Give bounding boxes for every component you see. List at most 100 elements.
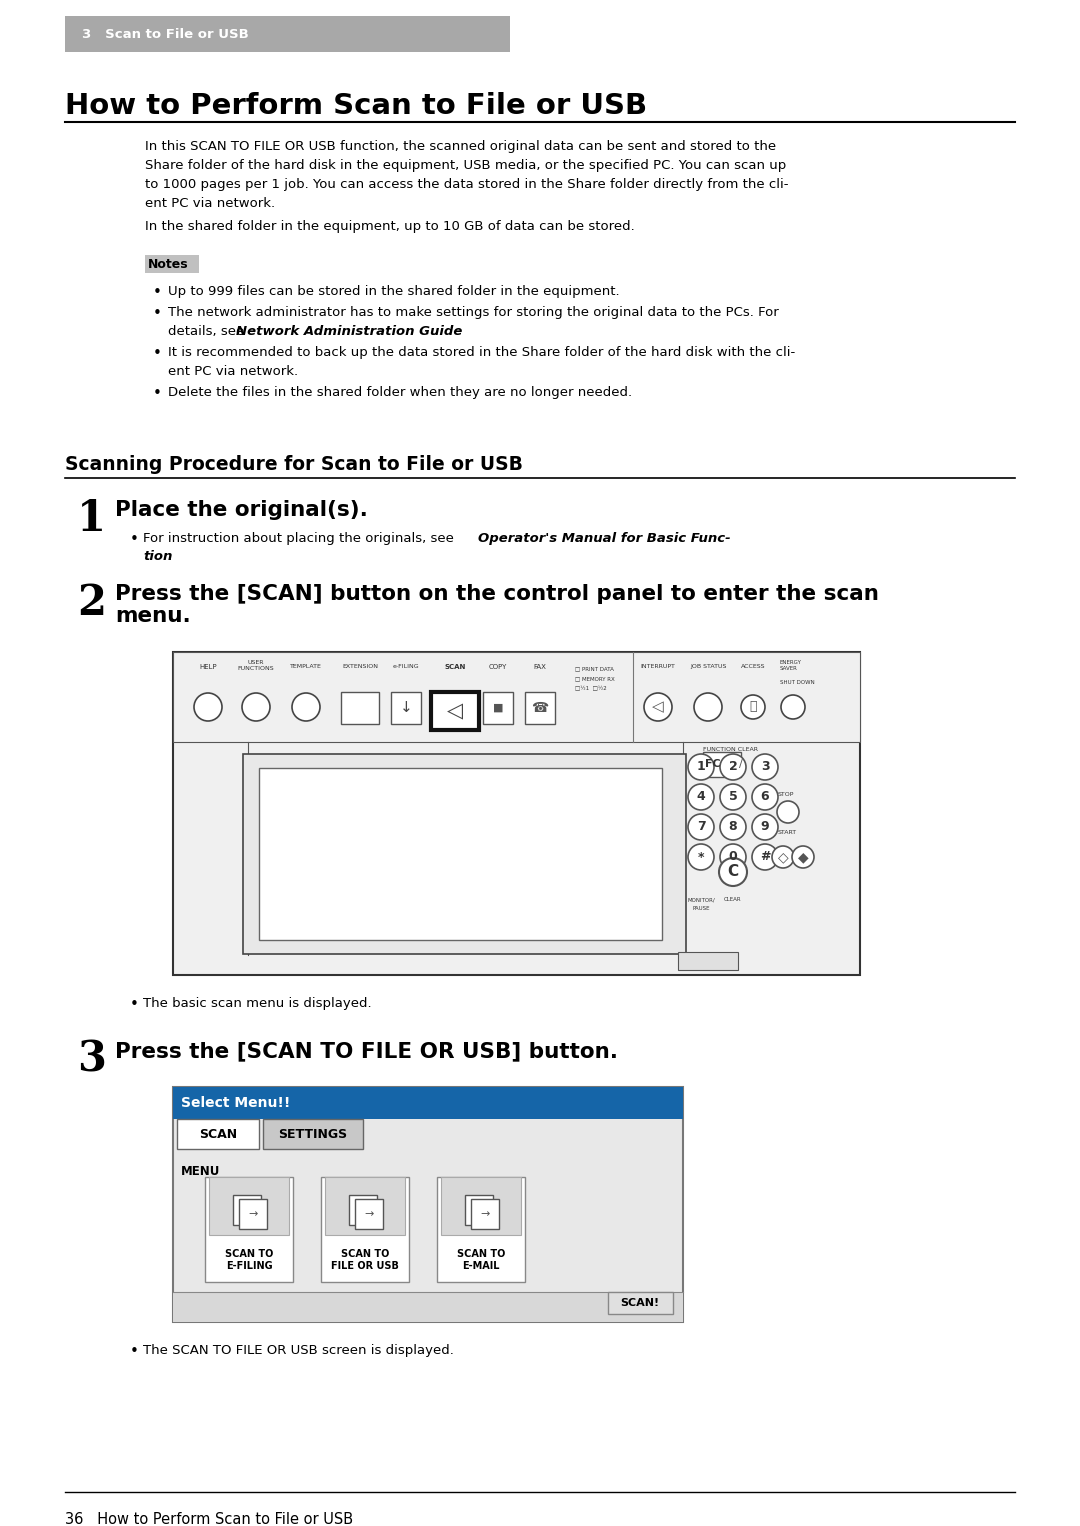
Text: •: • xyxy=(130,533,139,546)
Bar xyxy=(173,1293,683,1322)
Circle shape xyxy=(720,844,746,870)
Text: .: . xyxy=(168,549,172,563)
Bar xyxy=(437,1177,525,1282)
Circle shape xyxy=(694,693,723,720)
Text: SETTINGS: SETTINGS xyxy=(279,1128,348,1140)
Text: 36   How to Perform Scan to File or USB: 36 How to Perform Scan to File or USB xyxy=(65,1512,353,1526)
Text: The SCAN TO FILE OR USB screen is displayed.: The SCAN TO FILE OR USB screen is displa… xyxy=(143,1344,454,1357)
Bar xyxy=(173,652,860,742)
Text: STOP: STOP xyxy=(778,792,795,797)
Bar xyxy=(465,1195,492,1225)
Text: Press the [SCAN] button on the control panel to enter the scan: Press the [SCAN] button on the control p… xyxy=(114,584,879,604)
Text: FUNCTION CLEAR: FUNCTION CLEAR xyxy=(703,748,758,752)
Text: HELP: HELP xyxy=(199,664,217,670)
Text: TEMPLATE: TEMPLATE xyxy=(291,664,322,668)
Bar xyxy=(259,768,662,940)
Text: ■: ■ xyxy=(492,703,503,713)
Text: E-FILING: E-FILING xyxy=(226,1260,272,1271)
Text: •: • xyxy=(153,307,162,320)
Circle shape xyxy=(720,813,746,839)
Text: ◆: ◆ xyxy=(798,850,808,864)
Text: For instruction about placing the originals, see: For instruction about placing the origin… xyxy=(143,533,458,545)
Bar xyxy=(483,691,513,723)
Text: It is recommended to back up the data stored in the Share folder of the hard dis: It is recommended to back up the data st… xyxy=(168,346,795,359)
Text: tion: tion xyxy=(143,549,173,563)
Text: SCAN TO: SCAN TO xyxy=(225,1248,273,1259)
Text: •: • xyxy=(130,996,139,1012)
Bar xyxy=(525,691,555,723)
Circle shape xyxy=(792,845,814,868)
Text: 6: 6 xyxy=(760,790,769,804)
Text: Press the [SCAN TO FILE OR USB] button.: Press the [SCAN TO FILE OR USB] button. xyxy=(114,1041,618,1061)
Bar xyxy=(349,1195,377,1225)
Circle shape xyxy=(194,693,222,720)
Text: □ PRINT DATA: □ PRINT DATA xyxy=(575,665,613,671)
Circle shape xyxy=(772,845,794,868)
Bar xyxy=(210,1177,289,1235)
Bar xyxy=(173,1087,683,1119)
Circle shape xyxy=(242,693,270,720)
Circle shape xyxy=(292,693,320,720)
Bar xyxy=(678,952,738,971)
Text: Select Menu!!: Select Menu!! xyxy=(181,1096,291,1109)
Bar xyxy=(145,255,199,273)
Bar xyxy=(321,1177,409,1282)
Text: 8: 8 xyxy=(729,821,738,833)
Circle shape xyxy=(781,694,805,719)
Bar xyxy=(65,15,510,52)
Circle shape xyxy=(777,801,799,823)
Text: Delete the files in the shared folder when they are no longer needed.: Delete the files in the shared folder wh… xyxy=(168,386,632,398)
Text: PAUSE: PAUSE xyxy=(692,906,710,911)
Text: 1: 1 xyxy=(77,497,106,540)
Text: □½1  □½2: □½1 □½2 xyxy=(575,687,607,691)
Circle shape xyxy=(752,784,778,810)
Text: Scanning Procedure for Scan to File or USB: Scanning Procedure for Scan to File or U… xyxy=(65,455,523,475)
Text: 2: 2 xyxy=(77,581,106,624)
Text: →: → xyxy=(481,1209,489,1219)
Text: #: # xyxy=(759,850,770,864)
Circle shape xyxy=(688,754,714,780)
Circle shape xyxy=(688,784,714,810)
Text: FILE OR USB: FILE OR USB xyxy=(332,1260,399,1271)
Bar xyxy=(355,1199,383,1228)
Text: USER
FUNCTIONS: USER FUNCTIONS xyxy=(238,661,274,671)
Text: 3: 3 xyxy=(760,760,769,774)
Text: ent PC via network.: ent PC via network. xyxy=(145,197,275,211)
Bar xyxy=(264,1119,363,1149)
Bar xyxy=(173,652,860,975)
Text: E-MAIL: E-MAIL xyxy=(462,1260,500,1271)
Circle shape xyxy=(688,813,714,839)
Text: /: / xyxy=(739,758,743,769)
Bar xyxy=(441,1177,521,1235)
Text: CLEAR: CLEAR xyxy=(725,897,742,902)
Text: ent PC via network.: ent PC via network. xyxy=(168,365,298,378)
Bar xyxy=(431,691,480,729)
Text: details, see: details, see xyxy=(168,325,248,337)
Text: 3: 3 xyxy=(77,1039,106,1080)
Text: INTERRUPT: INTERRUPT xyxy=(640,664,675,668)
Text: •: • xyxy=(153,346,162,362)
Text: 7: 7 xyxy=(697,821,705,833)
Bar xyxy=(608,1293,673,1314)
Text: MENU: MENU xyxy=(181,1164,220,1178)
Circle shape xyxy=(719,858,747,887)
Circle shape xyxy=(644,693,672,720)
Text: →: → xyxy=(248,1209,258,1219)
Circle shape xyxy=(741,694,765,719)
Text: →: → xyxy=(364,1209,374,1219)
Text: Share folder of the hard disk in the equipment, USB media, or the specified PC. : Share folder of the hard disk in the equ… xyxy=(145,159,786,172)
Text: 2: 2 xyxy=(729,760,738,774)
Text: 0: 0 xyxy=(729,850,738,864)
Text: How to Perform Scan to File or USB: How to Perform Scan to File or USB xyxy=(65,92,647,121)
Bar xyxy=(703,752,741,777)
Text: SCAN TO: SCAN TO xyxy=(457,1248,505,1259)
Text: to 1000 pages per 1 job. You can access the data stored in the Share folder dire: to 1000 pages per 1 job. You can access … xyxy=(145,179,788,191)
Text: Network Administration Guide: Network Administration Guide xyxy=(237,325,462,337)
Text: e-FILING: e-FILING xyxy=(393,664,419,668)
Circle shape xyxy=(752,813,778,839)
Bar xyxy=(177,1119,259,1149)
Text: 3   Scan to File or USB: 3 Scan to File or USB xyxy=(82,27,248,41)
Circle shape xyxy=(720,754,746,780)
Text: EXTENSION: EXTENSION xyxy=(342,664,378,668)
Text: FAX: FAX xyxy=(534,664,546,670)
